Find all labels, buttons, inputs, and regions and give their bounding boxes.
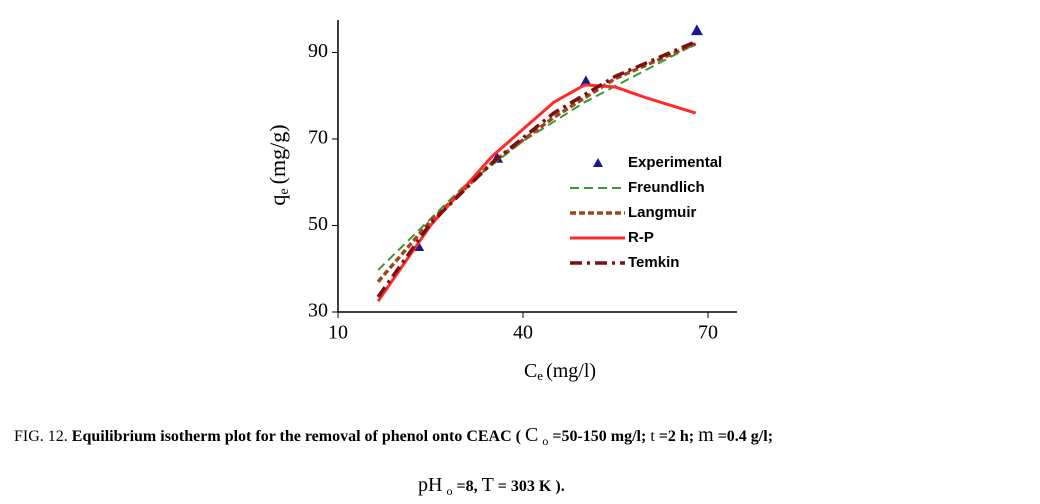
y-tick-label: 70 — [308, 127, 328, 149]
legend-marker — [593, 158, 603, 167]
caption-text: ). — [555, 478, 565, 495]
legend-label: R-P — [628, 229, 654, 246]
y-label-sub: e — [277, 188, 292, 194]
x-tick-label: 10 — [328, 322, 348, 344]
caption-text: FIG. 12. — [14, 428, 68, 445]
caption-text: t — [650, 428, 655, 445]
x-axis-label: Ce (mg/l) — [524, 360, 596, 383]
data-point — [690, 24, 703, 36]
x-label-unit: (mg/l) — [546, 360, 596, 382]
caption-text: T — [481, 474, 494, 496]
series-line — [377, 42, 697, 271]
y-tick-label: 90 — [308, 40, 328, 62]
data-point — [579, 75, 592, 87]
caption-text: =8, — [456, 478, 478, 495]
y-label: q — [265, 195, 290, 206]
series-line — [376, 40, 697, 298]
legend-label: Temkin — [628, 254, 679, 271]
caption-line-2: pH o =8, T = 303 K ). — [418, 474, 565, 499]
x-label: C — [524, 360, 537, 382]
y-label-unit: (mg/g) — [265, 124, 290, 184]
caption-text: Equilibrium isotherm plot for the remova… — [71, 428, 521, 445]
caption-line-1: FIG. 12. Equilibrium isotherm plot for t… — [14, 424, 773, 449]
y-tick-label: 50 — [308, 213, 328, 235]
x-tick-label: 40 — [513, 322, 533, 344]
x-tick-label: 70 — [698, 322, 718, 344]
series-line — [376, 42, 697, 283]
legend-label: Freundlich — [628, 179, 705, 196]
y-tick-label: 30 — [308, 300, 328, 322]
caption-text: C — [524, 424, 539, 446]
caption-text: = 303 K — [497, 478, 552, 495]
caption-text: pH — [418, 474, 443, 496]
caption-text: m — [698, 424, 714, 446]
caption-text: o — [542, 434, 549, 449]
legend-label: Langmuir — [628, 204, 696, 221]
caption-text: =0.4 g/l; — [717, 428, 774, 445]
x-label-sub: e — [537, 368, 543, 383]
legend-label: Experimental — [628, 154, 722, 171]
caption-text: =2 h; — [658, 428, 695, 445]
y-axis-label: qe (mg/g) — [265, 124, 292, 205]
caption-text: o — [446, 484, 453, 499]
caption-text: =50-150 mg/l; — [552, 428, 647, 445]
